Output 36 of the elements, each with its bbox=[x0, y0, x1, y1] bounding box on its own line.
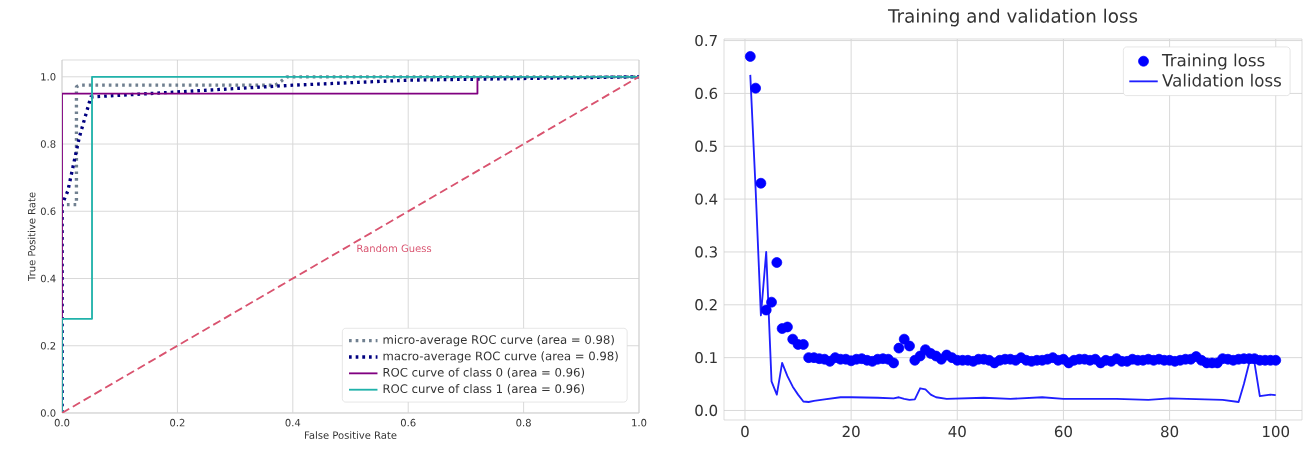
x-tick-label: 100 bbox=[1263, 425, 1290, 438]
x-tick-label: 40 bbox=[948, 425, 966, 438]
x-tick-label: 0.2 bbox=[170, 418, 185, 427]
x-axis-title: False Positive Rate bbox=[305, 431, 397, 439]
y-tick-label: 1.0 bbox=[41, 73, 56, 81]
legend-label: ROC curve of class 1 (area = 0.96) bbox=[383, 384, 585, 395]
chart-title: Training and validation loss bbox=[887, 8, 1138, 27]
y-tick-label: 0.7 bbox=[695, 34, 717, 47]
legend-label: Training loss bbox=[1161, 53, 1265, 70]
annotation: Random Guess bbox=[357, 244, 432, 253]
y-tick-label: 0.6 bbox=[40, 207, 56, 216]
y-tick-label: 0.8 bbox=[40, 140, 56, 148]
x-tick-label: 20 bbox=[842, 425, 860, 438]
y-tick-label: 0.0 bbox=[695, 404, 718, 417]
x-tick-label: 0.4 bbox=[285, 418, 301, 427]
x-tick-label: 0 bbox=[741, 425, 749, 438]
x-tick-label: 0.6 bbox=[400, 418, 416, 427]
y-tick-label: 0.4 bbox=[695, 193, 718, 205]
y-tick-label: 0.3 bbox=[695, 246, 717, 258]
x-tick-label: 1.0 bbox=[632, 418, 647, 427]
legend-label: macro-average ROC curve (area = 0.98) bbox=[383, 351, 618, 363]
legend-label: micro-average ROC curve (area = 0.98) bbox=[383, 334, 614, 347]
y-tick-label: 0.4 bbox=[40, 274, 56, 283]
y-tick-label: 0.1 bbox=[695, 351, 717, 364]
x-tick-label: 80 bbox=[1161, 425, 1179, 438]
x-tick-label: 0.8 bbox=[516, 418, 531, 427]
legend-label: Validation loss bbox=[1162, 73, 1281, 87]
y-tick-label: 0.5 bbox=[695, 140, 717, 152]
legend-label: ROC curve of class 0 (area = 0.96) bbox=[383, 367, 585, 379]
x-tick-label: 0.0 bbox=[54, 418, 70, 427]
y-tick-label: 0.6 bbox=[695, 87, 718, 100]
y-tick-label: 0.2 bbox=[695, 299, 717, 311]
x-tick-label: 60 bbox=[1054, 425, 1072, 438]
y-tick-label: 0.0 bbox=[40, 409, 56, 417]
y-tick-label: 0.2 bbox=[40, 341, 56, 350]
y-axis-title: True Positive Rate bbox=[27, 192, 36, 282]
